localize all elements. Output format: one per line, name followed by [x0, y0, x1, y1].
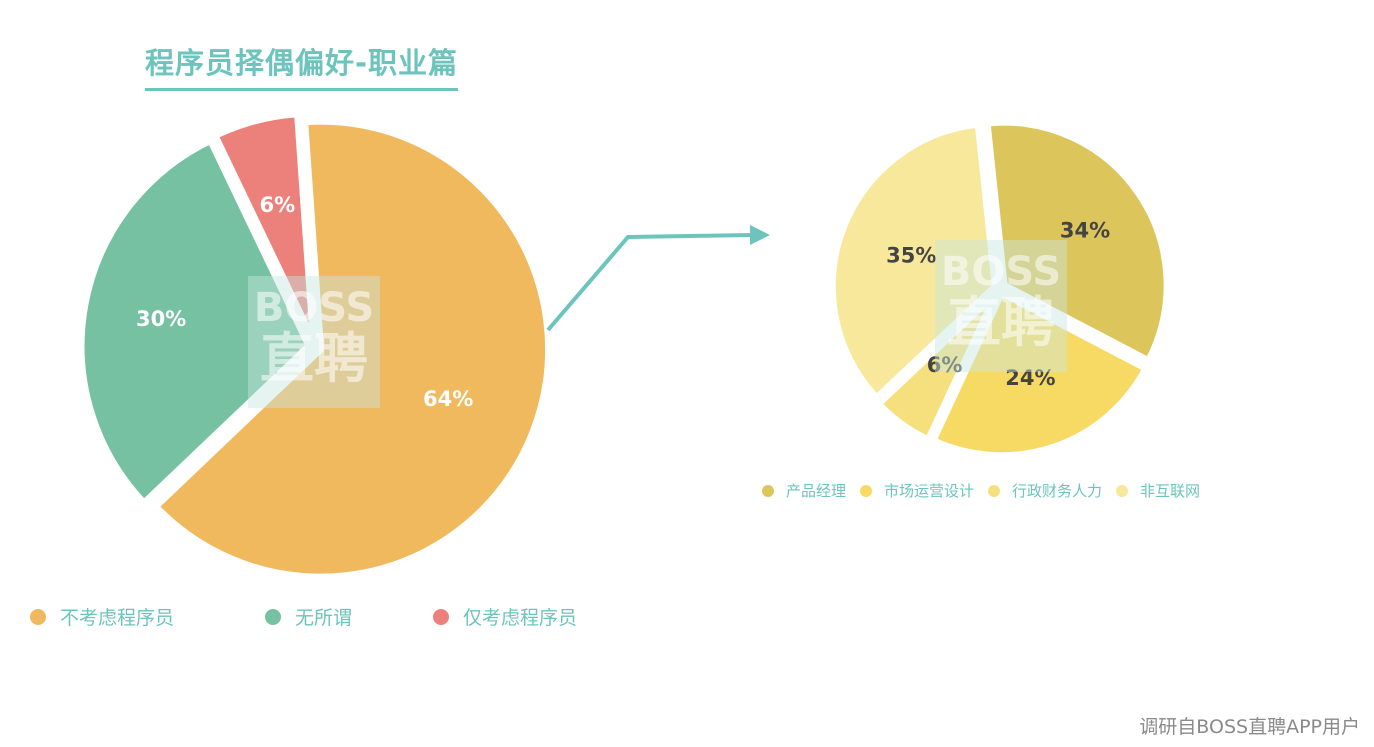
arrow-head-icon [750, 225, 770, 245]
legend-item: 非互联网 [1116, 480, 1200, 501]
pie-slice [874, 288, 1001, 444]
slice-label: 34% [1060, 219, 1110, 243]
legend-label: 市场运营设计 [884, 482, 975, 500]
connector-arrow-line [546, 233, 753, 332]
legend-item: 市场运营设计 [860, 480, 974, 501]
legend-label: 不考虑程序员 [60, 607, 175, 629]
legend-dot-icon [265, 608, 281, 625]
watermark-logo: BOSS 直聘 [935, 240, 1067, 372]
legend-label: 非互联网 [1140, 482, 1201, 500]
legend-dot-icon [30, 608, 46, 625]
legend-label: 产品经理 [786, 482, 847, 500]
legend-label: 行政财务人力 [1012, 482, 1103, 500]
slice-label: 6% [260, 193, 296, 217]
legend-dot-icon [860, 484, 873, 497]
slice-label: 6% [927, 353, 963, 377]
pie-left: 64% 30% 6% [77, 110, 553, 581]
source-note: 调研自BOSS直聘APP用户 [1139, 716, 1360, 738]
legend-label: 仅考虑程序员 [463, 607, 578, 629]
pie-slice [828, 120, 999, 402]
watermark-logo: BOSS 直聘 [248, 276, 380, 408]
legend-item: 不考虑程序员 [30, 603, 265, 630]
pie-slice [77, 136, 313, 507]
legend-item: 行政财务人力 [988, 480, 1102, 501]
pie-slice [929, 289, 1150, 460]
chart-title: 程序员择偶偏好-职业篇 [145, 40, 459, 91]
legend-left: 不考虑程序员 无所谓 仅考虑程序员 [30, 603, 633, 630]
legend-dot-icon [762, 484, 774, 497]
pie-slice [151, 117, 553, 581]
legend-dot-icon [1116, 484, 1129, 497]
pie-right: 34% 24% 6% 35% [828, 118, 1171, 460]
legend-item: 仅考虑程序员 [433, 603, 633, 630]
legend-label: 无所谓 [295, 607, 353, 629]
legend-right: 产品经理 市场运营设计 行政财务人力 非互联网 [762, 480, 1214, 501]
pie-slice [211, 110, 317, 345]
legend-item: 无所谓 [265, 603, 433, 630]
slice-label: 30% [136, 307, 186, 331]
legend-item: 产品经理 [762, 480, 846, 501]
legend-dot-icon [988, 484, 1001, 497]
slice-label: 64% [423, 387, 473, 411]
slice-label: 35% [886, 243, 936, 267]
pie-slice [983, 118, 1171, 365]
legend-dot-icon [433, 608, 449, 625]
slice-label: 24% [1005, 366, 1055, 390]
